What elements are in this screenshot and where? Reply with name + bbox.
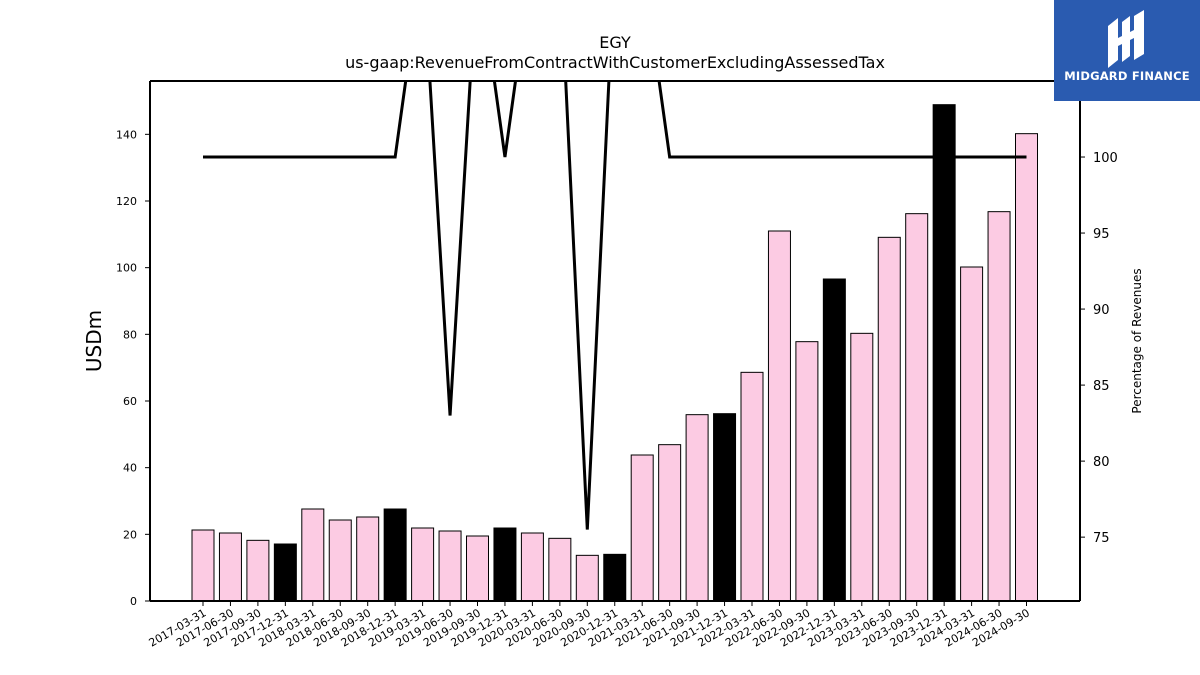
bar [301, 508, 325, 602]
y2-tick-label: 90 [1093, 303, 1110, 318]
y-tick-label: 140 [116, 128, 137, 141]
bar [575, 554, 599, 602]
chart-subtitle: us-gaap:RevenueFromContractWithCustomerE… [345, 53, 885, 72]
bar [767, 230, 791, 602]
bar [603, 553, 627, 602]
line-layer [203, 81, 1027, 530]
y-tick-label: 120 [116, 195, 137, 208]
y2-tick-label: 100 [1093, 151, 1118, 166]
bar [328, 519, 352, 602]
bar [466, 535, 489, 602]
bar [493, 527, 517, 602]
bar [713, 413, 737, 602]
bar [987, 211, 1011, 602]
bar [960, 266, 984, 602]
bar [246, 539, 270, 602]
bar [822, 278, 846, 602]
y-tick-label: 60 [123, 395, 137, 408]
y2-tick-label: 95 [1093, 227, 1110, 242]
bar [658, 444, 682, 602]
y-axis-ticks: 0 20 40 60 80 100 120 140 [116, 128, 150, 608]
y-tick-label: 100 [116, 262, 137, 275]
bar [685, 414, 709, 602]
y2-tick-label: 75 [1093, 531, 1110, 546]
x-axis-ticks: 2017-03-312017-06-302017-09-302017-12-31… [147, 601, 1032, 650]
bar [383, 508, 407, 602]
y2-axis-label: Percentage of Revenues [1130, 268, 1144, 413]
bar [273, 543, 297, 602]
percentage-line [203, 81, 1027, 530]
bar [795, 341, 819, 602]
bar [548, 537, 572, 602]
y-tick-label: 80 [123, 328, 137, 341]
bar [356, 516, 380, 602]
bars-layer [191, 104, 1038, 602]
y2-tick-label: 85 [1093, 379, 1110, 394]
bar [411, 527, 435, 602]
brand-name: MIDGARD FINANCE [1064, 69, 1190, 83]
bar [905, 213, 929, 602]
y-axis-label: USDm [82, 310, 106, 372]
bar [740, 371, 764, 602]
brand-logo: MIDGARD FINANCE [1054, 0, 1200, 101]
bar [877, 236, 901, 602]
y-tick-label: 0 [130, 595, 137, 608]
chart-title: EGY [599, 33, 631, 52]
bar [438, 530, 462, 602]
y2-axis-ticks: 75 80 85 90 95 100 [1080, 151, 1118, 546]
bar [932, 104, 956, 602]
bar [1015, 133, 1038, 602]
bar [520, 532, 544, 602]
bar [630, 454, 654, 602]
bar [218, 532, 242, 602]
bar [191, 529, 215, 602]
y-tick-label: 20 [123, 528, 137, 541]
y2-tick-label: 80 [1093, 455, 1110, 470]
bar [850, 332, 874, 602]
y-tick-label: 40 [123, 462, 137, 475]
logo-mark-icon [1108, 10, 1144, 68]
